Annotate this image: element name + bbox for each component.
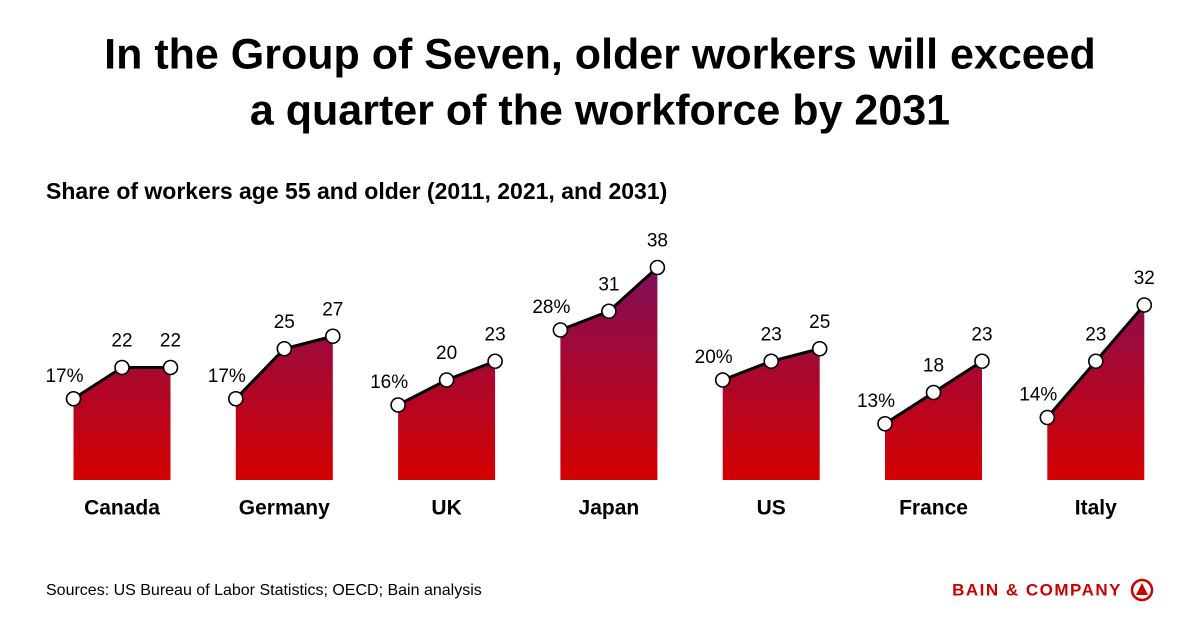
data-label: 23 [761,324,782,345]
data-label: 20% [695,347,733,368]
data-label: 17% [45,366,83,387]
point [1136,297,1153,313]
area [398,361,496,480]
data-label: 27 [322,299,343,320]
data-label: 22 [111,331,132,352]
area [73,367,171,480]
point [974,353,990,370]
logo-text: BAIN & COMPANY [952,580,1122,599]
logo-icon [1130,578,1154,602]
point [276,340,293,357]
point [811,340,828,357]
point [649,259,666,276]
chart-title: In the Group of Seven, older workers wil… [104,30,1096,78]
data-label: 32 [1134,268,1155,289]
point [390,397,406,413]
point [65,390,82,407]
point [1088,353,1104,370]
category-label: Italy [1075,497,1117,520]
data-label: 22 [160,331,181,352]
area [885,361,982,480]
area [1047,305,1145,480]
chart-subtitle: Share of workers age 55 and older (2011,… [46,178,667,204]
data-label: 16% [370,372,408,393]
data-label: 28% [532,297,570,318]
category-label: Canada [84,497,160,520]
data-label: 14% [1019,385,1057,406]
point [162,359,179,376]
data-label: 31 [598,274,619,295]
chart-title: a quarter of the workforce by 2031 [250,86,950,134]
category-label: Japan [579,497,640,520]
data-label: 25 [809,312,830,333]
category-label: US [757,497,786,520]
point [438,372,455,388]
point [1039,409,1056,426]
point [601,303,617,320]
area [560,267,658,480]
data-label: 20 [436,343,457,364]
point [324,328,341,345]
point [763,353,780,370]
data-label: 23 [485,324,506,345]
point [714,372,731,388]
category-label: France [899,497,968,520]
point [114,359,130,376]
data-label: 23 [971,324,992,345]
data-label: 18 [923,356,944,377]
source-note: Sources: US Bureau of Labor Statistics; … [46,582,482,599]
point [228,390,244,407]
area [235,336,333,480]
data-label: 23 [1085,324,1106,345]
category-label: Germany [239,497,330,520]
area [722,348,820,480]
point [877,415,893,432]
data-label: 13% [857,391,895,412]
point [487,353,503,370]
point [925,384,942,401]
data-label: 25 [274,312,295,333]
point [552,322,569,338]
category-label: UK [431,497,461,520]
data-label: 38 [647,231,668,252]
data-label: 17% [208,366,246,387]
